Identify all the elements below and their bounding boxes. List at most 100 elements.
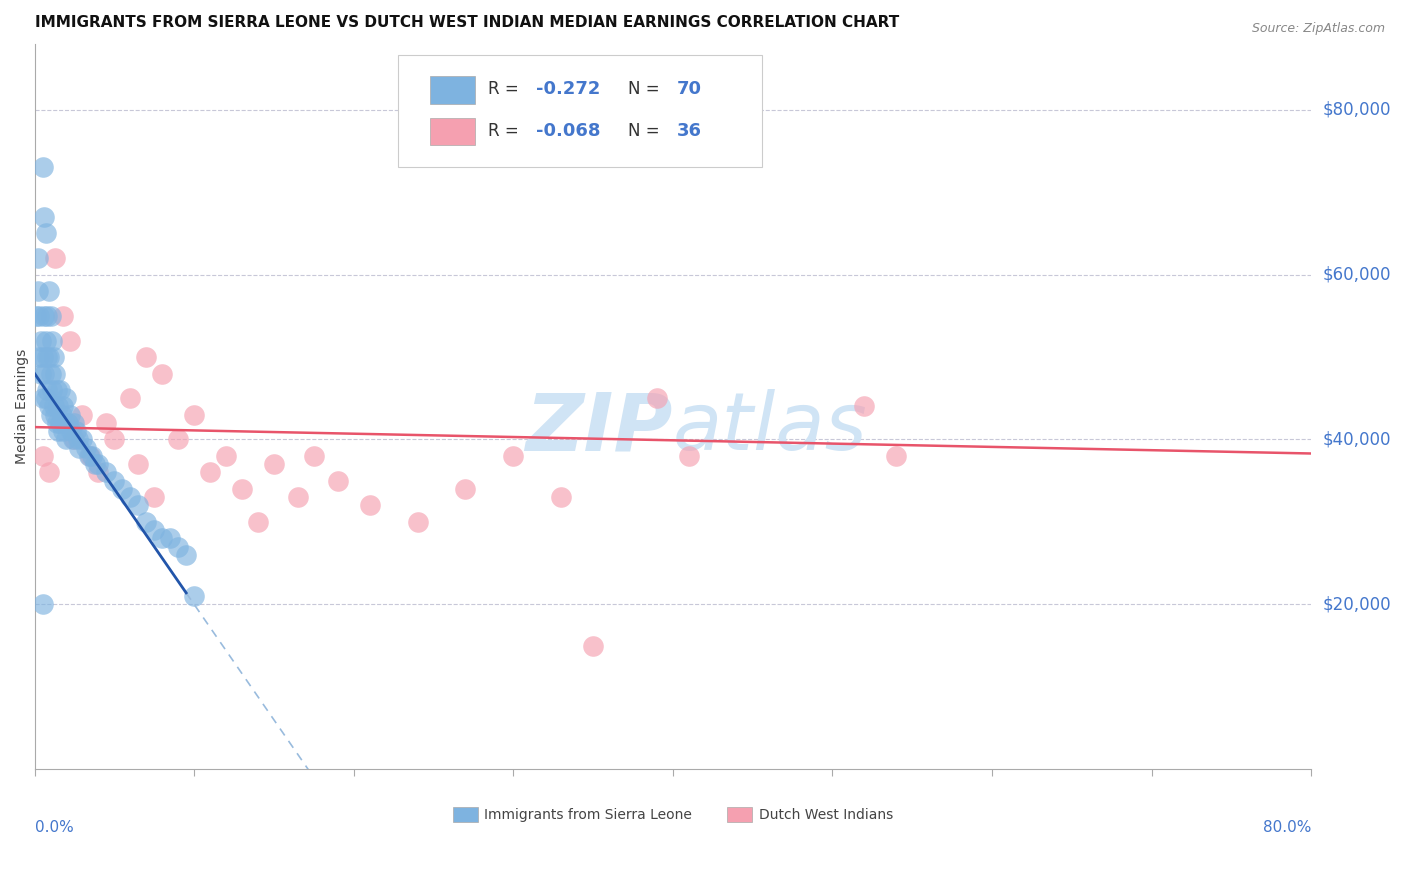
Text: 80.0%: 80.0% <box>1263 820 1312 835</box>
Text: 0.0%: 0.0% <box>35 820 73 835</box>
Text: $40,000: $40,000 <box>1323 431 1391 449</box>
Point <box>96 416 118 430</box>
Point <box>62 433 84 447</box>
Text: N =: N = <box>628 80 665 98</box>
Text: Source: ZipAtlas.com: Source: ZipAtlas.com <box>1251 22 1385 36</box>
Point <box>49 416 72 430</box>
Point <box>37 350 59 364</box>
Point <box>41 334 63 348</box>
FancyBboxPatch shape <box>430 77 475 103</box>
Point <box>359 499 381 513</box>
Point <box>582 639 605 653</box>
Point <box>38 400 60 414</box>
Point <box>44 251 66 265</box>
Point <box>31 598 53 612</box>
Point <box>32 210 55 224</box>
Point <box>120 490 142 504</box>
Y-axis label: Median Earnings: Median Earnings <box>15 349 30 464</box>
Point <box>48 424 70 438</box>
Point <box>30 367 52 381</box>
Point <box>550 490 572 504</box>
Point <box>37 309 59 323</box>
Point <box>31 350 53 364</box>
Point <box>42 350 65 364</box>
Point <box>31 449 53 463</box>
Point <box>183 408 205 422</box>
Point <box>174 548 197 562</box>
Point <box>32 367 55 381</box>
Point <box>853 400 876 414</box>
Point <box>56 416 79 430</box>
Point <box>55 433 77 447</box>
Point <box>28 350 51 364</box>
Point <box>167 433 190 447</box>
Text: -0.068: -0.068 <box>536 121 600 140</box>
Point <box>87 457 110 471</box>
Point <box>30 334 52 348</box>
Point <box>127 457 149 471</box>
Text: 70: 70 <box>676 80 702 98</box>
Point <box>49 383 72 397</box>
Point <box>35 334 58 348</box>
Legend: Immigrants from Sierra Leone, Dutch West Indians: Immigrants from Sierra Leone, Dutch West… <box>447 802 898 828</box>
Point <box>645 391 668 405</box>
Point <box>167 540 190 554</box>
Point <box>77 449 100 463</box>
Point <box>127 499 149 513</box>
Point <box>48 400 70 414</box>
Text: IMMIGRANTS FROM SIERRA LEONE VS DUTCH WEST INDIAN MEDIAN EARNINGS CORRELATION CH: IMMIGRANTS FROM SIERRA LEONE VS DUTCH WE… <box>35 15 898 30</box>
Point <box>198 466 221 480</box>
Point <box>454 482 477 496</box>
Point <box>72 433 94 447</box>
Point <box>65 424 87 438</box>
Point <box>326 474 349 488</box>
Text: ZIP: ZIP <box>526 389 673 467</box>
Point <box>143 490 166 504</box>
Point <box>27 284 49 298</box>
Point <box>38 466 60 480</box>
Point <box>84 457 107 471</box>
Point <box>51 408 73 422</box>
Point <box>143 523 166 537</box>
Point <box>150 532 173 546</box>
Point <box>44 367 66 381</box>
Text: $60,000: $60,000 <box>1323 266 1391 284</box>
Point <box>103 474 125 488</box>
Point <box>39 367 62 381</box>
Point <box>31 391 53 405</box>
Point <box>72 408 94 422</box>
Point <box>27 251 49 265</box>
Point <box>502 449 524 463</box>
Point <box>31 161 53 175</box>
Point <box>38 350 60 364</box>
Point <box>87 466 110 480</box>
Text: 36: 36 <box>676 121 702 140</box>
Point <box>52 424 75 438</box>
Point <box>215 449 238 463</box>
Point <box>183 589 205 603</box>
Point <box>41 383 63 397</box>
Point <box>406 515 429 529</box>
Point <box>678 449 700 463</box>
Point <box>287 490 309 504</box>
Point <box>135 515 157 529</box>
Point <box>67 441 90 455</box>
Point <box>38 284 60 298</box>
Text: -0.272: -0.272 <box>536 80 600 98</box>
Point <box>35 391 58 405</box>
Point <box>75 441 97 455</box>
Point <box>80 449 103 463</box>
Point <box>231 482 253 496</box>
Point <box>103 433 125 447</box>
Point <box>39 408 62 422</box>
Point <box>120 391 142 405</box>
Text: $20,000: $20,000 <box>1323 595 1391 614</box>
Text: $80,000: $80,000 <box>1323 101 1391 119</box>
Point <box>55 391 77 405</box>
Point <box>53 416 76 430</box>
Point <box>159 532 181 546</box>
Point <box>886 449 908 463</box>
Text: R =: R = <box>488 121 524 140</box>
Point <box>59 334 82 348</box>
Point <box>25 309 48 323</box>
